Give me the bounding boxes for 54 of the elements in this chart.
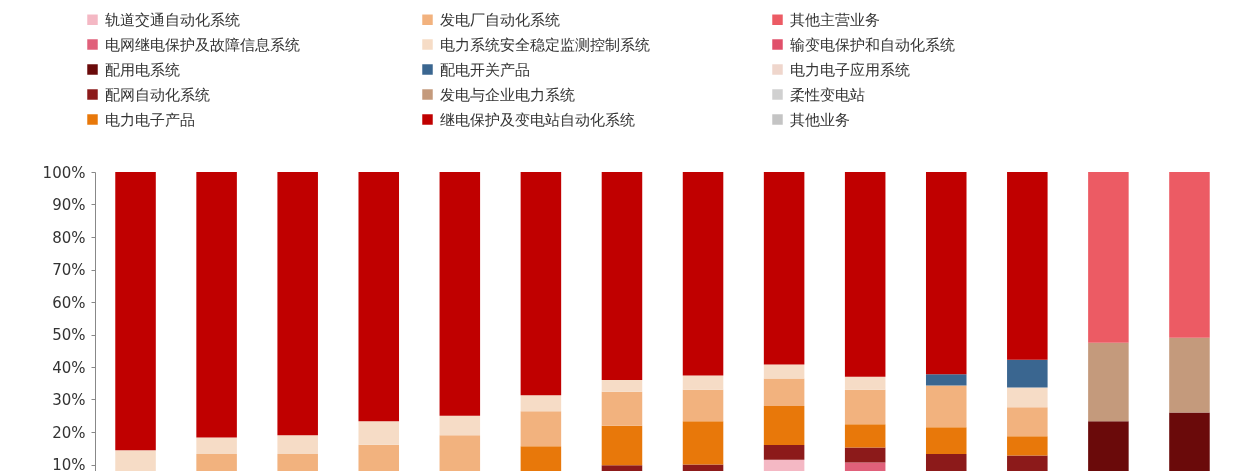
y-tick-label: 60% xyxy=(52,293,86,312)
legend-label: 电力电子应用系统 xyxy=(790,60,910,79)
legend-label: 电力电子产品 xyxy=(105,110,195,129)
bar xyxy=(520,395,562,412)
bar xyxy=(763,172,805,365)
bar xyxy=(844,424,886,448)
bar xyxy=(844,172,886,377)
legend-label: 电力系统安全稳定监测控制系统 xyxy=(440,35,650,54)
y-tick-label: 80% xyxy=(52,228,86,247)
legend-label: 其他业务 xyxy=(790,110,850,129)
bar xyxy=(1007,407,1048,437)
bar xyxy=(925,374,967,386)
legend-label: 输变电保护和自动化系统 xyxy=(790,35,955,54)
y-tick-label: 20% xyxy=(52,423,86,442)
y-tick-label: 10% xyxy=(52,456,86,471)
bar xyxy=(682,172,724,376)
legend-label: 发电与企业电力系统 xyxy=(440,85,575,104)
bar xyxy=(1007,172,1048,360)
bar xyxy=(601,380,643,392)
bar xyxy=(844,376,886,390)
bar xyxy=(196,172,237,438)
bar xyxy=(601,172,643,380)
bar xyxy=(439,172,481,416)
y-tick-label: 40% xyxy=(52,358,86,377)
bar xyxy=(601,391,643,426)
bar xyxy=(763,364,805,379)
bar xyxy=(1088,172,1129,343)
bar xyxy=(358,172,400,422)
legend-label: 柔性变电站 xyxy=(790,85,865,104)
legend-label: 电网继电保护及故障信息系统 xyxy=(105,35,300,54)
legend-label: 配网自动化系统 xyxy=(105,85,210,104)
y-tick-label: 50% xyxy=(52,326,86,344)
bar xyxy=(682,389,724,422)
y-tick-label: 100% xyxy=(42,163,86,182)
legend-label: 发电厂自动化系统 xyxy=(440,10,560,29)
bar xyxy=(844,389,886,425)
legend-label: 配用电系统 xyxy=(105,60,180,79)
legend-label: 配电开关产品 xyxy=(440,60,530,79)
bar xyxy=(520,172,562,396)
bar xyxy=(925,172,967,375)
y-tick-label: 70% xyxy=(52,261,86,279)
bar xyxy=(277,172,318,436)
bar xyxy=(1169,172,1210,338)
legend-label: 继电保护及变电站自动化系统 xyxy=(440,110,635,129)
bar xyxy=(682,375,724,390)
legend-label: 其他主营业务 xyxy=(790,10,880,29)
y-tick-label: 30% xyxy=(52,391,86,409)
bar xyxy=(925,385,967,428)
bar xyxy=(763,378,805,406)
bar xyxy=(1007,359,1048,388)
legend-label: 轨道交通自动化系统 xyxy=(105,10,240,29)
bar xyxy=(763,406,805,445)
bar xyxy=(1007,387,1048,408)
y-tick-label: 90% xyxy=(52,196,86,214)
